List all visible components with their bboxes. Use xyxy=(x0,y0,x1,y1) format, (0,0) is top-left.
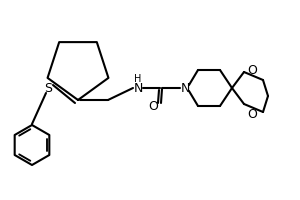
Text: O: O xyxy=(247,64,257,76)
Text: H: H xyxy=(134,74,142,84)
Text: O: O xyxy=(247,108,257,120)
Text: N: N xyxy=(133,82,143,95)
Text: S: S xyxy=(44,82,52,95)
Text: O: O xyxy=(148,100,158,114)
Text: N: N xyxy=(180,82,190,95)
